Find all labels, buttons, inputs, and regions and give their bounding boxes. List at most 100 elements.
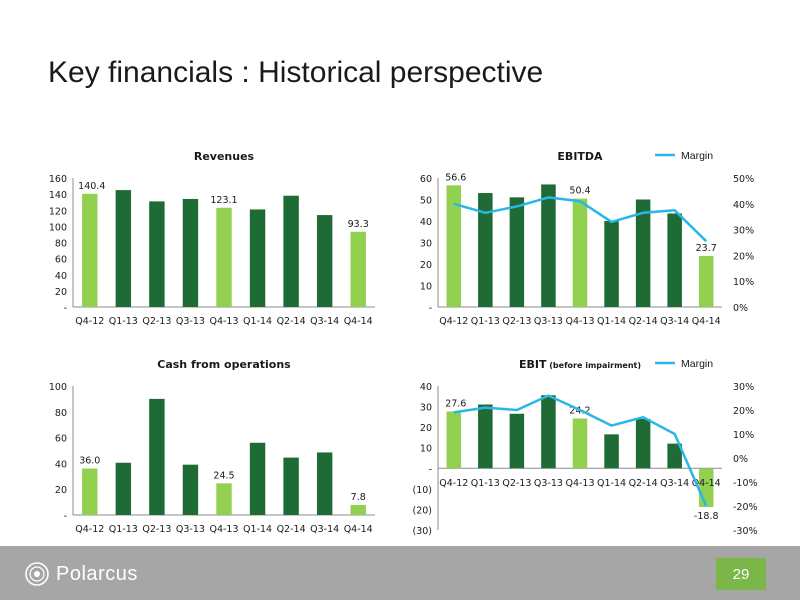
y2-tick-label: -10% bbox=[733, 478, 758, 489]
y-tick-label: 60 bbox=[55, 434, 67, 445]
x-tick-label: Q4-13 bbox=[209, 524, 238, 535]
x-tick-label: Q3-13 bbox=[534, 478, 563, 489]
y2-tick-label: 30% bbox=[733, 382, 754, 393]
bar-q1-14 bbox=[249, 442, 266, 515]
y-tick-label: 40 bbox=[420, 217, 432, 228]
data-label: 7.8 bbox=[351, 492, 366, 503]
x-tick-label: Q2-13 bbox=[502, 316, 531, 327]
bar-q1-14 bbox=[604, 221, 619, 307]
logo-text: Polarcus bbox=[56, 562, 138, 585]
x-tick-label: Q4-14 bbox=[344, 316, 373, 327]
x-tick-label: Q1-14 bbox=[597, 316, 626, 327]
bar-q2-14 bbox=[283, 457, 299, 515]
y-tick-label: - bbox=[64, 511, 67, 522]
x-tick-label: Q4-12 bbox=[439, 316, 468, 327]
x-tick-label: Q4-14 bbox=[344, 524, 373, 535]
y-tick-label: 140 bbox=[49, 190, 67, 201]
y-tick-label: - bbox=[429, 303, 432, 314]
y-tick-label: 20 bbox=[55, 287, 67, 298]
x-tick-label: Q2-14 bbox=[277, 524, 306, 535]
margin-line bbox=[453, 196, 708, 243]
bar-q1-13 bbox=[115, 462, 132, 515]
y2-tick-label: 20% bbox=[733, 251, 754, 262]
bar-q2-14 bbox=[283, 195, 299, 307]
footer-bar bbox=[0, 546, 800, 600]
bar-q4-13 bbox=[572, 418, 588, 469]
x-tick-label: Q3-13 bbox=[176, 316, 205, 327]
x-tick-label: Q2-13 bbox=[142, 524, 171, 535]
data-label: -18.8 bbox=[694, 511, 719, 522]
y-tick-label: 40 bbox=[55, 271, 67, 282]
bar-q4-14 bbox=[698, 256, 714, 307]
legend-label: Margin bbox=[681, 150, 713, 162]
y-tick-label: 40 bbox=[420, 382, 432, 393]
chart-title-note: (before impairment) bbox=[546, 361, 641, 370]
bar-q4-14 bbox=[350, 231, 366, 307]
bar-q2-13 bbox=[149, 201, 165, 307]
bar-q2-14 bbox=[635, 418, 651, 469]
bar-q4-13 bbox=[572, 198, 588, 307]
x-tick-label: Q4-14 bbox=[692, 478, 721, 489]
chart-title: EBITDA bbox=[557, 150, 603, 163]
y-tick-label: 160 bbox=[49, 174, 67, 185]
y-tick-label: 100 bbox=[49, 222, 67, 233]
y-tick-label: (30) bbox=[412, 526, 432, 537]
x-tick-label: Q1-14 bbox=[243, 524, 272, 535]
y2-tick-label: 10% bbox=[733, 430, 754, 441]
data-label: 24.5 bbox=[213, 470, 234, 481]
bar-q1-13 bbox=[478, 404, 493, 469]
y-tick-label: 30 bbox=[420, 403, 432, 414]
y-tick-label: (10) bbox=[412, 485, 432, 496]
company-logo: Polarcus bbox=[24, 557, 138, 591]
y-tick-label: 80 bbox=[55, 239, 67, 250]
bar-q3-14 bbox=[667, 213, 682, 307]
bar-q4-12 bbox=[82, 193, 98, 307]
x-tick-label: Q2-13 bbox=[502, 478, 531, 489]
y-tick-label: 120 bbox=[49, 206, 67, 217]
x-tick-label: Q1-14 bbox=[243, 316, 272, 327]
y2-tick-label: -30% bbox=[733, 526, 758, 537]
x-tick-label: Q4-12 bbox=[439, 478, 468, 489]
y2-tick-label: 30% bbox=[733, 226, 754, 237]
x-tick-label: Q4-13 bbox=[209, 316, 238, 327]
x-tick-label: Q1-13 bbox=[109, 524, 138, 535]
x-tick-label: Q3-13 bbox=[534, 316, 563, 327]
bar-q3-13 bbox=[541, 184, 556, 307]
y2-tick-label: -20% bbox=[733, 502, 758, 513]
y-tick-label: - bbox=[429, 464, 432, 475]
bar-q4-13 bbox=[216, 207, 232, 307]
y2-tick-label: 0% bbox=[733, 454, 748, 465]
bar-q3-13 bbox=[182, 198, 199, 307]
page-title: Key financials : Historical perspective bbox=[48, 56, 544, 89]
x-tick-label: Q3-14 bbox=[660, 478, 689, 489]
y-tick-label: 100 bbox=[49, 382, 67, 393]
revenues-chart: Revenues - 20 40 60 80 100 120 140 160 140.4 Q4-12 Q… bbox=[49, 150, 375, 327]
x-tick-label: Q1-13 bbox=[471, 478, 500, 489]
x-tick-label: Q3-13 bbox=[176, 524, 205, 535]
y-tick-label: 10 bbox=[420, 282, 432, 293]
y-tick-label: 50 bbox=[420, 196, 432, 207]
x-tick-label: Q4-12 bbox=[75, 316, 104, 327]
bar-q4-12 bbox=[446, 185, 462, 307]
y-tick-label: 20 bbox=[420, 260, 432, 271]
data-label: 93.3 bbox=[348, 219, 369, 230]
y-tick-label: 20 bbox=[420, 423, 432, 434]
x-tick-label: Q4-13 bbox=[565, 316, 594, 327]
data-label: 50.4 bbox=[569, 186, 590, 197]
y2-tick-label: 20% bbox=[733, 406, 754, 417]
y-tick-label: 20 bbox=[55, 485, 67, 496]
margin-line bbox=[453, 394, 708, 507]
x-tick-label: Q4-14 bbox=[692, 316, 721, 327]
x-tick-label: Q1-13 bbox=[109, 316, 138, 327]
page-number: 29 bbox=[716, 558, 766, 590]
bar-q2-13 bbox=[509, 413, 525, 469]
bar-q4-12 bbox=[82, 468, 98, 515]
data-label: 23.7 bbox=[696, 243, 717, 254]
data-label: 140.4 bbox=[78, 181, 105, 192]
bar-q2-14 bbox=[635, 199, 651, 307]
y-tick-label: 60 bbox=[55, 255, 67, 266]
bar-q3-13 bbox=[541, 395, 556, 469]
y-tick-label: (20) bbox=[412, 505, 432, 516]
y2-tick-label: 10% bbox=[733, 277, 754, 288]
